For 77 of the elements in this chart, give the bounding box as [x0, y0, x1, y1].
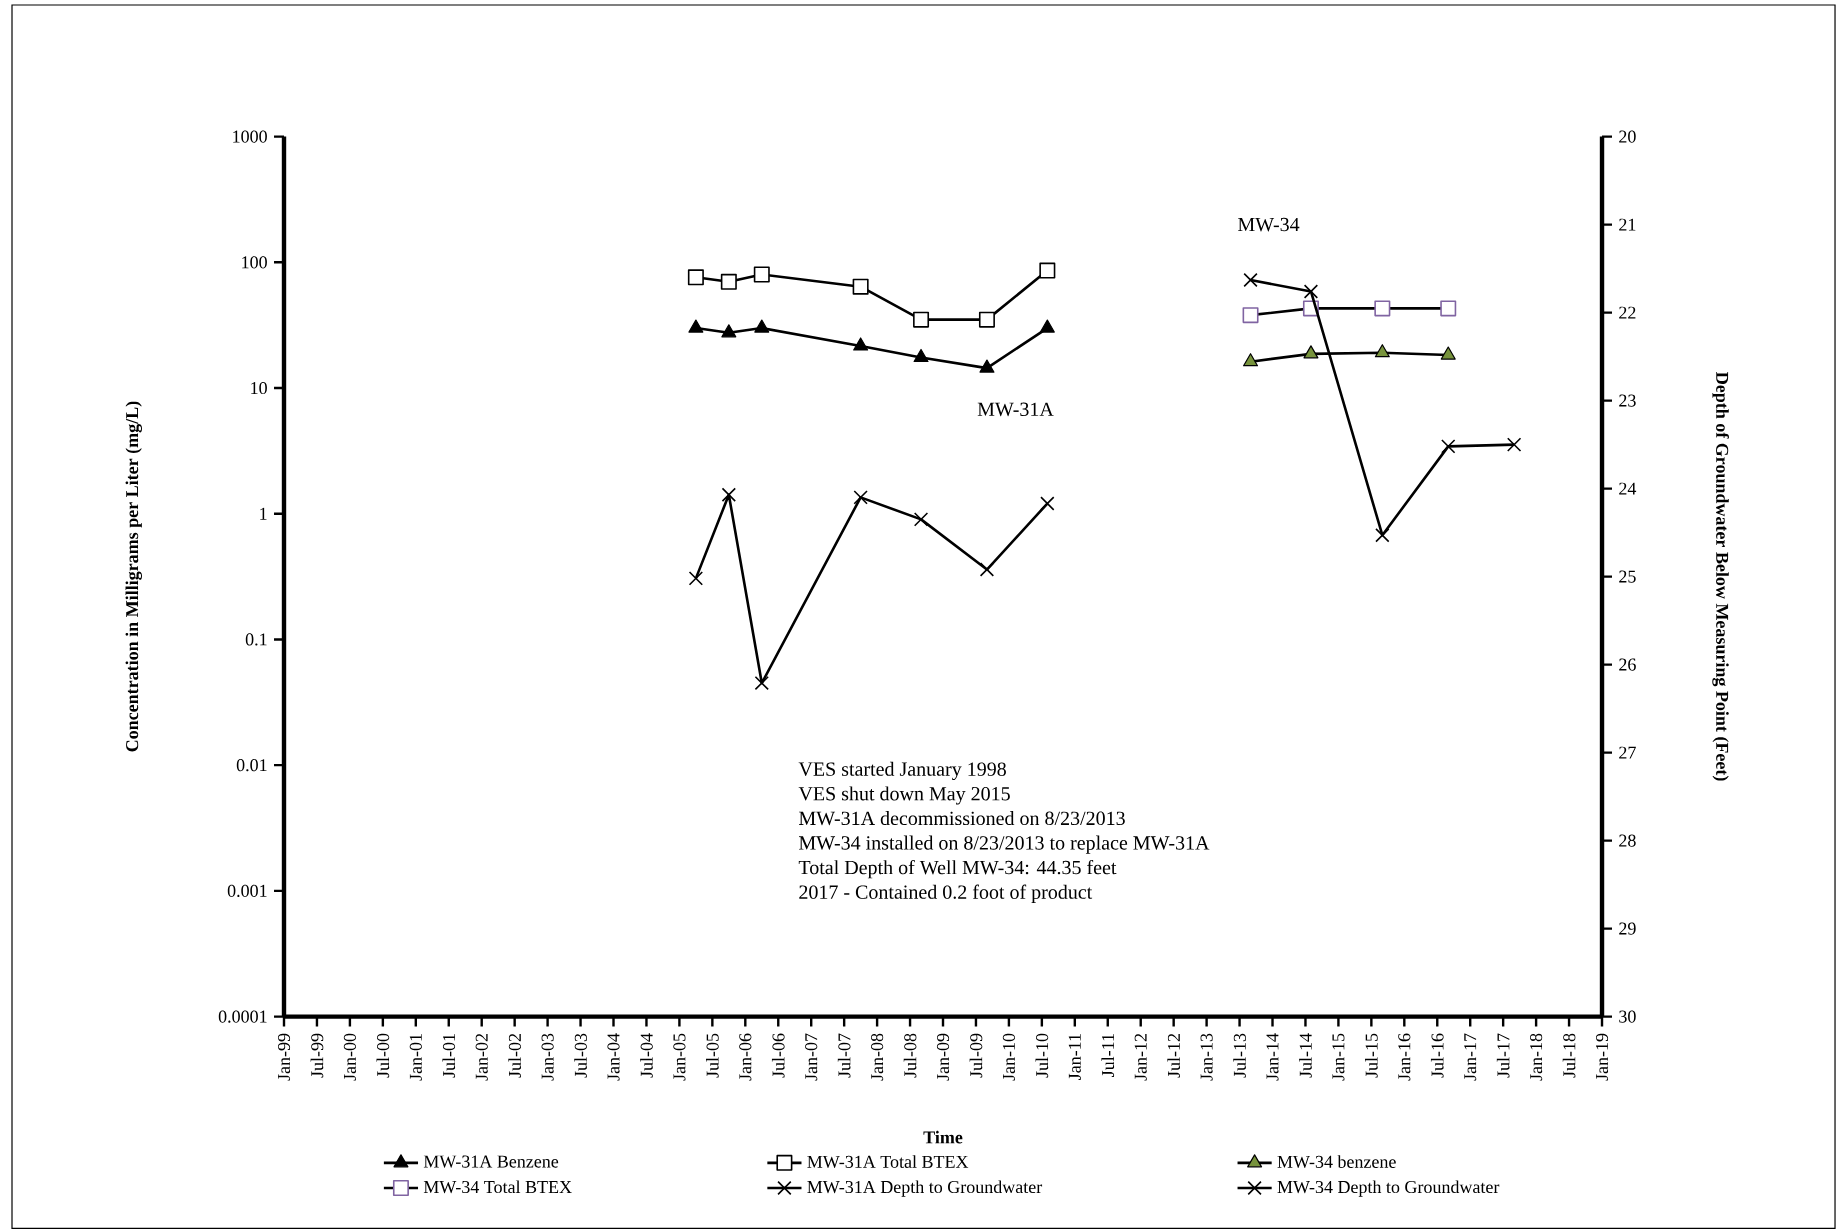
y-tick-label: 100 [242, 256, 267, 269]
legend-label: MW-34 benzene [1277, 1155, 1396, 1169]
x-tick-label: Jul-01 [442, 1034, 456, 1078]
x-tick-label: Jan-07 [805, 1033, 818, 1081]
y-tick-label: 1 [260, 507, 267, 520]
annotation: MW-31A [977, 402, 1054, 417]
y2-tick-label: 30 [1619, 1010, 1636, 1023]
x-tick-label: Jul-12 [1167, 1033, 1180, 1078]
y-tick-label: 0.1 [245, 633, 267, 646]
x-tick-label: Jul-13 [1233, 1033, 1246, 1078]
x-tick-label: Jan-04 [607, 1033, 620, 1081]
x-tick-label: Jan-12 [1134, 1033, 1147, 1081]
x-tick-label: Jul-02 [508, 1033, 521, 1078]
y-tick-label: 0.01 [236, 759, 267, 772]
annotation: 2017 - Contained 0.2 foot of product [799, 884, 1093, 903]
y2-tick-label: 26 [1619, 658, 1636, 671]
x-tick-label: Jan-01 [409, 1034, 422, 1081]
y2-tick-label: 25 [1619, 570, 1636, 583]
x-tick-label: Jan-18 [1530, 1033, 1543, 1081]
x-tick-label: Jul-18 [1562, 1033, 1576, 1078]
annotation: VES started January 1998 [798, 761, 1006, 781]
annotation: MW-31A decommissioned on 8/23/2013 [798, 810, 1125, 826]
x-tick-label: Jan-11 [1068, 1034, 1081, 1080]
x-tick-label: Jan-05 [673, 1033, 686, 1081]
y-tick-label: 10 [251, 381, 267, 395]
legend-label: MW-31A Benzene [423, 1155, 559, 1168]
x-tick-label: Jan-03 [541, 1033, 554, 1081]
x-tick-label: Jan-02 [475, 1033, 488, 1081]
y2-tick-label: 23 [1619, 394, 1636, 407]
y-tick-label: 0.0001 [218, 1010, 267, 1023]
y-tick-label: 0.001 [227, 884, 267, 897]
x-tick-label: Jul-00 [376, 1033, 390, 1078]
x-tick-label: Jul-06 [771, 1033, 785, 1078]
x-tick-label: Jul-17 [1496, 1033, 1510, 1078]
annotation: MW-34 installed on 8/23/2013 to replace MW-31A [798, 835, 1210, 854]
x-tick-label: Jan-14 [1266, 1033, 1279, 1081]
legend-label: MW-34 Depth to Groundwater [1277, 1180, 1500, 1197]
legend-label: MW-31A Total BTEX [807, 1155, 969, 1169]
x-tick-label: Jul-14 [1299, 1033, 1312, 1078]
x-tick-label: Jan-13 [1200, 1033, 1213, 1081]
x-tick-label: Jan-08 [871, 1033, 884, 1081]
x-tick-label: Jul-08 [903, 1033, 917, 1078]
x-tick-label: Jan-06 [739, 1033, 752, 1081]
y-tick-label: 1000 [233, 130, 267, 143]
legend-label: MW-34 Total BTEX [423, 1180, 572, 1194]
y2-tick-label: 20 [1619, 130, 1636, 143]
legend-label: MW-31A Depth to Groundwater [807, 1180, 1043, 1197]
x-tick-label: Jul-99 [310, 1033, 324, 1078]
x-tick-label: Jan-99 [277, 1033, 291, 1081]
x-tick-label: Jan-17 [1464, 1033, 1477, 1081]
x-tick-label: Jul-15 [1365, 1033, 1378, 1078]
x-tick-label: Jul-09 [969, 1033, 983, 1078]
x-tick-label: Jul-07 [837, 1033, 851, 1078]
x-tick-label: Jul-16 [1430, 1033, 1444, 1078]
x-tick-label: Jan-00 [343, 1033, 356, 1081]
x-tick-label: Jan-15 [1332, 1033, 1345, 1081]
y2-axis-title: Depth of Groundwater Below Measuring Point (Feet) [1712, 372, 1729, 781]
y2-tick-label: 29 [1619, 922, 1636, 935]
y2-tick-label: 24 [1619, 482, 1637, 495]
annotation: VES shut down May 2015 [798, 786, 1010, 805]
y-axis-title: Concentration in Milligrams per Liter (mg/L) [125, 401, 142, 752]
y2-tick-label: 28 [1619, 834, 1636, 847]
x-tick-label: Jul-10 [1035, 1033, 1049, 1078]
x-axis-title: Time [923, 1130, 963, 1144]
annotation: Total Depth of Well MW-34: 44.35 feet [798, 859, 1117, 879]
y2-tick-label: 21 [1619, 218, 1636, 231]
x-tick-label: Jan-09 [936, 1033, 950, 1081]
x-tick-label: Jan-16 [1398, 1033, 1411, 1081]
x-tick-label: Jan-19 [1595, 1033, 1609, 1081]
y2-tick-label: 22 [1619, 306, 1636, 319]
x-tick-label: Jul-03 [574, 1033, 587, 1078]
annotation: MW-34 [1238, 217, 1300, 232]
x-tick-label: Jul-11 [1101, 1034, 1115, 1077]
y2-tick-label: 27 [1619, 746, 1636, 759]
x-tick-label: Jan-10 [1002, 1033, 1015, 1081]
x-tick-label: Jul-04 [640, 1033, 653, 1078]
x-tick-label: Jul-05 [706, 1033, 719, 1078]
